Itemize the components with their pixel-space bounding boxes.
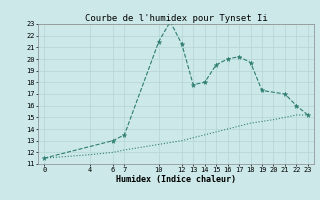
X-axis label: Humidex (Indice chaleur): Humidex (Indice chaleur) [116,175,236,184]
Title: Courbe de l'humidex pour Tynset Ii: Courbe de l'humidex pour Tynset Ii [84,14,268,23]
